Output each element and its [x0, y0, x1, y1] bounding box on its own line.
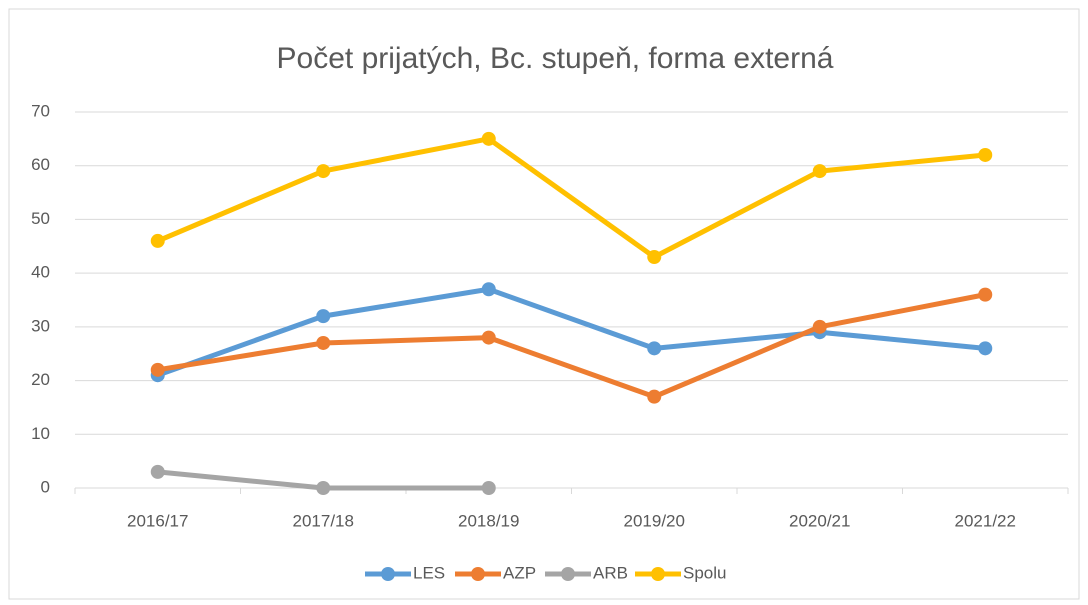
legend-label: AZP	[503, 563, 536, 582]
data-point	[150, 464, 165, 479]
x-tick-label: 2017/18	[293, 511, 354, 530]
y-tick-label: 30	[31, 316, 50, 335]
data-point	[647, 250, 662, 265]
series-line	[155, 292, 988, 400]
data-point	[978, 147, 993, 162]
legend-marker	[471, 567, 485, 581]
chart-title: Počet prijatých, Bc. stupeň, forma exter…	[277, 42, 834, 75]
y-tick-label: 60	[31, 155, 50, 174]
x-tick-label: 2021/22	[955, 511, 1016, 530]
y-tick-label: 20	[31, 370, 50, 389]
data-point	[978, 287, 993, 302]
data-point	[481, 282, 496, 297]
data-point	[481, 131, 496, 146]
data-point	[647, 341, 662, 356]
data-point	[150, 233, 165, 248]
series-line	[155, 136, 988, 260]
data-point	[978, 341, 993, 356]
x-tick-label: 2019/20	[624, 511, 685, 530]
chart-border	[8, 8, 1080, 600]
data-point	[812, 319, 827, 334]
y-tick-label: 10	[31, 424, 50, 443]
data-point	[481, 330, 496, 345]
series-line	[155, 286, 988, 378]
y-tick-label: 0	[41, 477, 50, 496]
legend-label: LES	[413, 563, 445, 582]
data-point	[316, 481, 331, 495]
y-tick-label: 40	[31, 263, 50, 282]
data-point	[647, 389, 662, 404]
legend-label: ARB	[593, 563, 628, 582]
data-point	[150, 362, 165, 377]
y-tick-label: 50	[31, 209, 50, 228]
x-tick-label: 2020/21	[789, 511, 850, 530]
data-point	[316, 335, 331, 350]
data-point	[316, 164, 331, 179]
x-tick-label: 2018/19	[458, 511, 519, 530]
legend-label: Spolu	[683, 563, 726, 582]
legend-marker	[561, 567, 575, 581]
legend-marker	[651, 567, 665, 581]
data-point	[812, 164, 827, 179]
data-point	[481, 481, 496, 495]
data-point	[316, 309, 331, 324]
y-tick-label: 70	[31, 101, 50, 120]
legend-marker	[381, 567, 395, 581]
x-tick-label: 2016/17	[127, 511, 188, 530]
